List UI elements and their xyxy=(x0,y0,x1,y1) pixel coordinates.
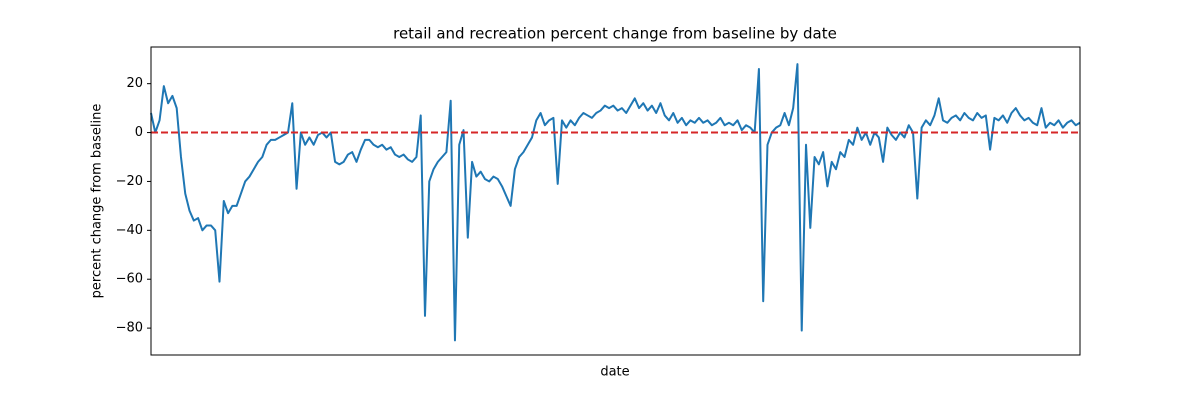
y-tick-label: −20 xyxy=(116,174,143,189)
y-tick-label: −80 xyxy=(116,321,143,336)
y-tick-label: 0 xyxy=(135,125,143,140)
y-axis-label: percent change from baseline xyxy=(90,104,105,299)
y-tick-label: −60 xyxy=(116,272,143,287)
data-line xyxy=(150,63,1081,342)
y-tick-label: −40 xyxy=(116,223,143,238)
y-tick-label: 20 xyxy=(126,76,143,91)
chart-title: retail and recreation percent change fro… xyxy=(393,25,837,43)
plot-frame xyxy=(150,46,1081,356)
x-axis-label: date xyxy=(600,365,629,380)
